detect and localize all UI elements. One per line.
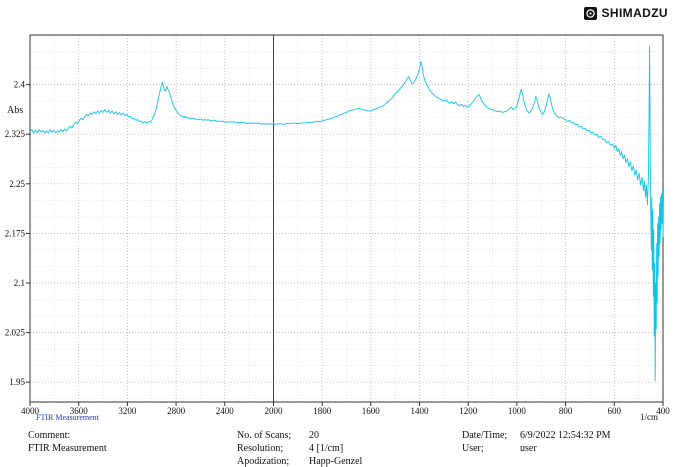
x-tick-label: 1800 bbox=[313, 406, 332, 416]
x-tick-label: 2800 bbox=[167, 406, 186, 416]
footer-comment-block: Comment: FTIR Measurement bbox=[28, 429, 107, 455]
y-tick-label: 1.95 bbox=[9, 377, 25, 387]
x-tick-label: 3600 bbox=[70, 406, 89, 416]
x-tick-label: 2400 bbox=[216, 406, 235, 416]
x-tick-label: 3200 bbox=[118, 406, 137, 416]
user-label: User; bbox=[462, 443, 484, 454]
y-tick-label: 2.325 bbox=[5, 129, 26, 139]
brand: SHIMADZU bbox=[584, 6, 668, 20]
apodization-label: Apodization; bbox=[237, 456, 290, 467]
y-axis: 1.95 2.025 2.1 2.175 2.25 2.325 2.4 bbox=[5, 80, 30, 387]
x-axis: 4000 3600 3200 2800 2400 2000 1800 1600 1400 1200… bbox=[21, 402, 670, 416]
scans-row: No. of Scans; 20 bbox=[237, 429, 362, 442]
datetime-row: Date/Time; 6/9/2022 12:54:32 PM bbox=[462, 429, 611, 442]
y-axis-title: Abs bbox=[7, 105, 24, 116]
footer-session-block: Date/Time; 6/9/2022 12:54:32 PM User; user bbox=[462, 429, 611, 455]
x-tick-label: 1000 bbox=[508, 406, 527, 416]
x-tick-label: 800 bbox=[559, 406, 573, 416]
y-tick-label: 2.1 bbox=[14, 278, 25, 288]
scans-value: 20 bbox=[309, 430, 319, 441]
resolution-row: Resolution; 4 [1/cm] bbox=[237, 442, 362, 455]
user-value: user bbox=[520, 443, 537, 454]
user-row: User; user bbox=[462, 442, 611, 455]
comment-label: Comment: bbox=[28, 430, 71, 441]
x-tick-label: 400 bbox=[656, 406, 670, 416]
x-tick-label: 1200 bbox=[459, 406, 478, 416]
datetime-value: 6/9/2022 12:54:32 PM bbox=[520, 430, 611, 441]
shimadzu-logo-icon bbox=[584, 6, 598, 20]
scans-label: No. of Scans; bbox=[237, 430, 292, 441]
resolution-value: 4 [1/cm] bbox=[309, 443, 344, 454]
ftir-spectrum-chart: 4000 3600 3200 2800 2400 2000 1800 1600 1400 1200… bbox=[5, 34, 670, 416]
y-tick-label: 2.175 bbox=[5, 228, 26, 238]
x-tick-label: 1600 bbox=[362, 406, 381, 416]
grid bbox=[29, 35, 664, 402]
x-tick-label: 600 bbox=[608, 406, 622, 416]
x-tick-label: 1400 bbox=[411, 406, 430, 416]
x-axis-unit: 1/cm bbox=[640, 412, 658, 422]
resolution-label: Resolution; bbox=[237, 443, 284, 454]
y-tick-label: 2.025 bbox=[5, 328, 26, 338]
comment-value: FTIR Measurement bbox=[28, 443, 107, 454]
x-tick-label: 4000 bbox=[21, 406, 40, 416]
y-tick-label: 2.4 bbox=[14, 80, 26, 90]
spectrum-trace bbox=[29, 45, 664, 382]
series-legend-label: FTIR Measurement bbox=[36, 413, 99, 422]
y-tick-label: 2.25 bbox=[9, 179, 25, 189]
brand-name: SHIMADZU bbox=[601, 6, 668, 20]
apodization-value: Happ-Genzel bbox=[309, 456, 363, 467]
apodization-row: Apodization; Happ-Genzel bbox=[237, 455, 362, 467]
footer-acquisition-block: No. of Scans; 20 Resolution; 4 [1/cm] Apod… bbox=[237, 429, 362, 467]
x-tick-label: 2000 bbox=[265, 406, 284, 416]
datetime-label: Date/Time; bbox=[462, 430, 508, 441]
